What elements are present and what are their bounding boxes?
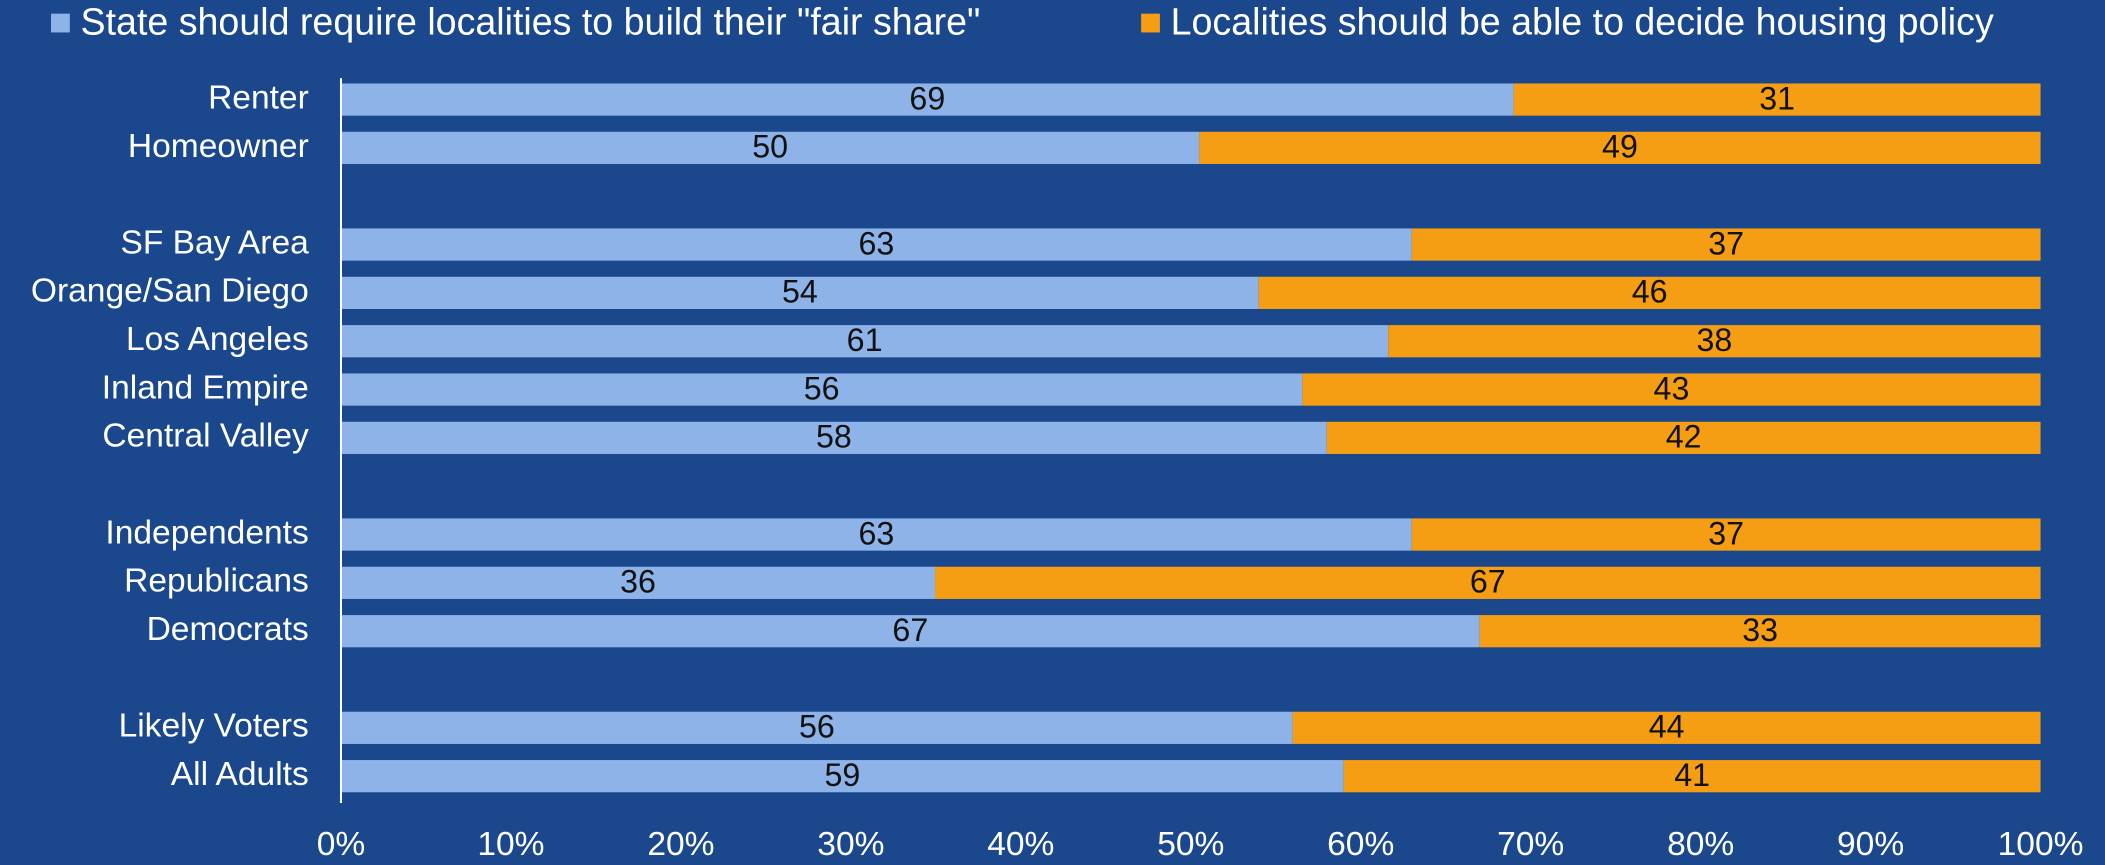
bar-segment bbox=[340, 615, 1480, 648]
bar-segment bbox=[340, 373, 1303, 406]
x-tick-label: 60% bbox=[1327, 826, 1394, 863]
x-tick-label: 20% bbox=[647, 826, 714, 863]
data-label: 50 bbox=[752, 129, 788, 165]
y-tick-label: Homeowner bbox=[128, 128, 309, 165]
y-tick-label: Democrats bbox=[147, 611, 309, 648]
bar-segment bbox=[935, 566, 2041, 599]
data-label: 56 bbox=[804, 370, 840, 406]
data-label: 37 bbox=[1708, 515, 1744, 551]
data-label: 44 bbox=[1649, 709, 1685, 745]
bar-segment bbox=[1343, 760, 2041, 793]
data-label: 37 bbox=[1708, 225, 1744, 261]
y-tick-label: Inland Empire bbox=[102, 369, 309, 406]
y-tick-label: Independents bbox=[105, 514, 308, 551]
data-label: 36 bbox=[620, 564, 656, 600]
data-label: 61 bbox=[847, 322, 883, 358]
bar-segment bbox=[340, 566, 936, 599]
data-label: 59 bbox=[824, 757, 860, 793]
bar-segment bbox=[340, 518, 1412, 551]
x-tick-label: 10% bbox=[477, 826, 544, 863]
bar-segment bbox=[1411, 518, 2041, 551]
bar-segment bbox=[340, 325, 1389, 358]
x-tick-label: 30% bbox=[817, 826, 884, 863]
y-tick-label: Renter bbox=[208, 79, 309, 116]
data-label: 41 bbox=[1674, 757, 1710, 793]
bar-segment bbox=[340, 760, 1344, 793]
data-label: 54 bbox=[782, 274, 818, 310]
x-tick-label: 0% bbox=[317, 826, 366, 863]
x-tick-label: 40% bbox=[987, 826, 1054, 863]
bar-segment bbox=[1292, 711, 2041, 744]
data-label: 67 bbox=[1470, 564, 1506, 600]
data-label: 38 bbox=[1696, 322, 1732, 358]
data-label: 63 bbox=[858, 515, 894, 551]
y-tick-label: All Adults bbox=[171, 756, 309, 793]
x-tick-label: 90% bbox=[1837, 826, 1904, 863]
bar-segment bbox=[340, 711, 1293, 744]
data-label: 49 bbox=[1602, 129, 1638, 165]
x-tick-label: 80% bbox=[1667, 826, 1734, 863]
legend-swatch bbox=[1141, 13, 1160, 33]
bar-segment bbox=[1326, 421, 2041, 454]
x-tick-label: 50% bbox=[1157, 826, 1224, 863]
legend-label: State should require localities to build… bbox=[81, 0, 981, 42]
bar-segment bbox=[340, 276, 1259, 309]
y-tick-label: Los Angeles bbox=[126, 321, 309, 358]
data-label: 43 bbox=[1654, 370, 1690, 406]
data-label: 69 bbox=[909, 80, 945, 116]
bar-segment bbox=[1302, 373, 2041, 406]
bar-segment bbox=[340, 421, 1327, 454]
x-tick-label: 100% bbox=[1998, 826, 2084, 863]
data-label: 33 bbox=[1742, 612, 1778, 648]
bar-segment bbox=[1258, 276, 2041, 309]
data-label: 58 bbox=[816, 419, 852, 455]
data-label: 63 bbox=[858, 225, 894, 261]
x-tick-label: 70% bbox=[1497, 826, 1564, 863]
data-label: 42 bbox=[1666, 419, 1702, 455]
y-tick-label: Republicans bbox=[124, 563, 309, 600]
y-tick-label: Orange/San Diego bbox=[31, 273, 309, 310]
bar-segment bbox=[1411, 228, 2041, 261]
legend-label: Localities should be able to decide hous… bbox=[1171, 0, 1994, 42]
bar-segment bbox=[1388, 325, 2041, 358]
data-label: 67 bbox=[892, 612, 928, 648]
y-tick-label: Central Valley bbox=[102, 418, 309, 455]
legend-swatch bbox=[51, 13, 70, 33]
bar-segment bbox=[340, 83, 1514, 116]
bar-segment bbox=[340, 228, 1412, 261]
bar-segment bbox=[340, 131, 1200, 165]
data-label: 46 bbox=[1632, 274, 1668, 310]
data-label: 31 bbox=[1759, 80, 1795, 116]
y-tick-label: SF Bay Area bbox=[120, 224, 309, 261]
y-tick-label: Likely Voters bbox=[119, 708, 309, 745]
bar-segment bbox=[1513, 83, 2041, 116]
data-label: 56 bbox=[799, 709, 835, 745]
bar-segment bbox=[1199, 131, 2041, 165]
bar-segment bbox=[1479, 615, 2041, 648]
